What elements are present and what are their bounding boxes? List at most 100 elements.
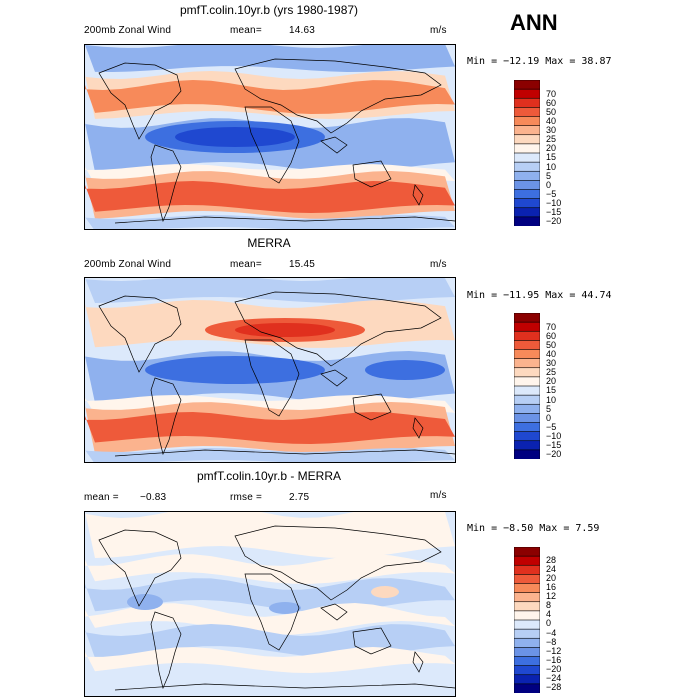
colorbar-tick-label: −4 [546, 627, 557, 638]
colorbar-tick-label: 60 [546, 97, 557, 108]
colorbar-tick-label: 60 [546, 330, 557, 341]
colorbar-swatch [513, 601, 541, 612]
colorbar-tick-label: 16 [546, 581, 557, 592]
colorbar-swatch [513, 216, 541, 227]
colorbar-swatch [513, 152, 541, 163]
colorbar-swatch [513, 198, 541, 209]
colorbar-swatch [513, 367, 541, 378]
colorbar-swatch [513, 592, 541, 603]
panel1-colorbar [513, 79, 541, 231]
colorbar-tick-label: 70 [546, 321, 557, 332]
panel1-contour-field [85, 45, 455, 229]
contour-band [85, 647, 455, 673]
coastline [234, 291, 442, 367]
coastline [114, 449, 455, 457]
contour-band [85, 412, 455, 444]
coastline [114, 683, 455, 691]
colorbar-swatch [513, 189, 541, 200]
coastline [150, 377, 182, 456]
colorbar-swatch [513, 107, 541, 118]
contour-band [85, 669, 455, 696]
contour-band [85, 181, 455, 213]
coastline [150, 611, 182, 690]
coastline [352, 627, 392, 655]
colorbar-swatch [513, 349, 541, 360]
panel3-colorbar [513, 546, 541, 698]
coastline [412, 184, 424, 206]
panel3-mean-label: mean = [84, 492, 119, 503]
colorbar-swatch [513, 358, 541, 369]
colorbar-swatch [513, 125, 541, 136]
coastline [352, 393, 392, 421]
colorbar-swatch [513, 674, 541, 685]
panel2-map [84, 277, 456, 463]
contour-blob [371, 586, 399, 598]
panel2-title: MERRA [247, 236, 291, 250]
panel3-contour-field [85, 512, 455, 696]
colorbar-swatch [513, 665, 541, 676]
coastline [412, 651, 424, 673]
contour-band [85, 578, 455, 612]
coastline [98, 62, 182, 140]
colorbar-tick-label: −15 [546, 207, 562, 218]
coastline [244, 106, 300, 184]
colorbar-tick-label: −28 [546, 682, 562, 693]
colorbar-swatch [513, 403, 541, 414]
panel1-title: pmfT.colin.10yr.b (yrs 1980-1987) [179, 3, 359, 17]
panel1-units: m/s [430, 25, 447, 36]
coastline [320, 136, 348, 154]
colorbar-tick-label: −16 [546, 654, 562, 665]
colorbar-swatch [513, 134, 541, 145]
colorbar-swatch [513, 180, 541, 191]
colorbar-tick-label: −15 [546, 440, 562, 451]
colorbar-tick-label: 40 [546, 115, 557, 126]
colorbar-tick-label: 70 [546, 88, 557, 99]
panel2-mean-value: 15.45 [289, 259, 316, 270]
colorbar-swatch [513, 628, 541, 639]
panel2-mean-label: mean= [230, 259, 262, 270]
season-label: ANN [510, 10, 558, 35]
colorbar-tick-label: 20 [546, 572, 557, 583]
colorbar-tick-label: 20 [546, 376, 557, 387]
colorbar-tick-label: −20 [546, 664, 562, 675]
colorbar-tick-label: −24 [546, 673, 562, 684]
colorbar-swatch [513, 97, 541, 108]
colorbar-tick-label: −20 [546, 216, 562, 227]
colorbar-tick-label: 20 [546, 143, 557, 154]
contour-blob [175, 127, 295, 147]
contour-blob [365, 360, 445, 380]
colorbar-tick-label: 50 [546, 106, 557, 117]
colorbar-tick-label: 5 [546, 170, 552, 181]
panel3-mean-value: −0.83 [140, 492, 167, 503]
panel2-units: m/s [430, 259, 447, 270]
colorbar-tick-label: 15 [546, 385, 557, 396]
coastline [352, 160, 392, 188]
colorbar-swatch [513, 574, 541, 585]
colorbar-tick-label: 30 [546, 358, 557, 369]
colorbar-tick-label: 25 [546, 134, 557, 145]
colorbar-swatch [513, 207, 541, 218]
contour-blob [235, 323, 335, 337]
contour-band [85, 603, 455, 635]
colorbar-swatch [513, 79, 541, 90]
contour-blob [269, 602, 301, 614]
coastline [244, 339, 300, 417]
contour-band [85, 512, 455, 558]
panel3-map [84, 511, 456, 697]
colorbar-tick-label: 0 [546, 618, 552, 629]
colorbar-tick-label: 10 [546, 161, 557, 172]
panel1-mean-label: mean= [230, 25, 262, 36]
contour-blob [127, 594, 163, 610]
coastline [98, 529, 182, 607]
colorbar-swatch [513, 546, 541, 557]
panel1-colorbar-swatches [513, 79, 541, 227]
coastline [98, 295, 182, 373]
colorbar-swatch [513, 440, 541, 451]
colorbar-swatch [513, 413, 541, 424]
coastline [234, 58, 442, 134]
colorbar-tick-label: 0 [546, 179, 552, 190]
panel2-variable-label: 200mb Zonal Wind [84, 259, 172, 270]
coastline [320, 603, 348, 621]
colorbar-swatch [513, 376, 541, 387]
colorbar-swatch [513, 170, 541, 181]
